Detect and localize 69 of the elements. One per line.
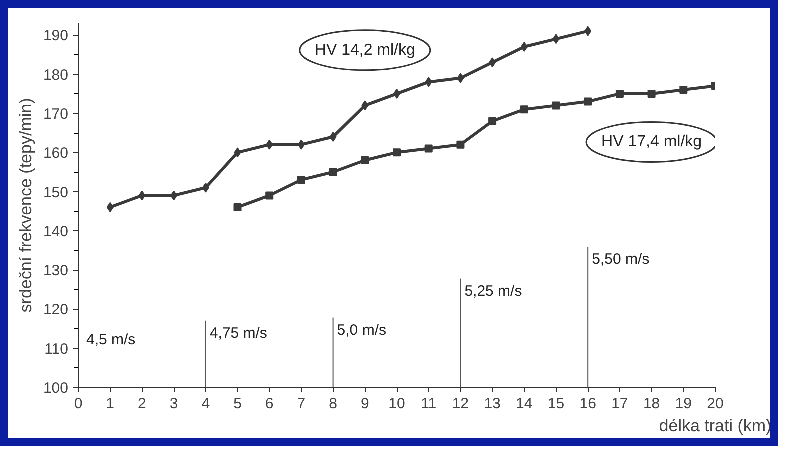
point [298,140,305,150]
x-tick-label: 5 [234,396,242,412]
point [170,190,178,201]
point [138,190,146,201]
point [520,42,528,52]
point [297,176,306,184]
point [330,132,337,142]
ref-line-label: 4,75 m/s [210,324,268,342]
point [106,202,114,212]
point [648,90,656,98]
point [489,58,496,68]
x-tick-label: 2 [138,396,146,412]
ref-line-label: 5,50 m/s [592,251,650,268]
point [266,192,274,200]
point [329,168,338,176]
x-tick-label: 13 [484,396,501,412]
x-tick-label: 12 [452,396,470,412]
point [456,140,465,149]
x-tick-label: 19 [675,396,692,412]
point [202,182,210,193]
y-tick-label: 120 [43,302,69,319]
point [266,140,274,150]
point [234,148,242,158]
y-tick-label: 180 [43,66,69,84]
y-tick-label: 150 [43,184,69,202]
x-tick-label: 20 [707,396,724,412]
x-tick-label: 6 [265,396,274,412]
x-tick-label: 10 [388,396,406,412]
point [488,117,497,126]
point [361,156,370,164]
point [424,144,433,153]
x-tick-label: 1 [106,396,115,412]
y-tick-label: 100 [43,380,69,397]
ref-line-label: 5,0 m/s [337,322,386,339]
y-tick-label: 170 [43,106,69,124]
x-tick-label: 0 [74,396,83,412]
point [234,203,242,212]
point [552,102,560,110]
x-tick-label: 16 [580,396,596,412]
ref-line-label: 5,25 m/s [464,282,522,300]
series-label: HV 14,2 ml/kg [314,42,416,60]
y-tick-label: 130 [43,262,69,280]
x-tick-label: 14 [516,396,533,412]
x-tick-label: 17 [612,396,628,412]
point [393,148,401,157]
point [425,77,432,88]
point [520,106,528,114]
x-tick-label: 9 [360,396,370,412]
y-tick-label: 140 [43,223,69,240]
x-tick-label: 7 [297,396,306,412]
annotation: 4,5 m/s [86,332,136,348]
x-tick-label: 4 [202,396,210,412]
y-tick-label: 190 [43,28,69,45]
x-tick-label: 11 [421,396,437,412]
point [616,90,624,98]
y-tick-label: 110 [44,340,69,358]
x-tick-label: 15 [548,396,565,412]
x-tick-label: 3 [170,396,178,412]
y-tick-label: 160 [43,145,69,162]
y-axis-title: srdeční frekvence (tepy/min) [16,98,36,313]
x-tick-label: 8 [329,396,338,412]
x-tick-label: 18 [643,396,660,412]
point [457,73,464,84]
series-label: HV 17,4 ml/kg [602,133,702,150]
point [552,34,560,44]
point [584,98,592,106]
point [362,100,369,111]
point [680,86,688,94]
point [584,26,592,36]
